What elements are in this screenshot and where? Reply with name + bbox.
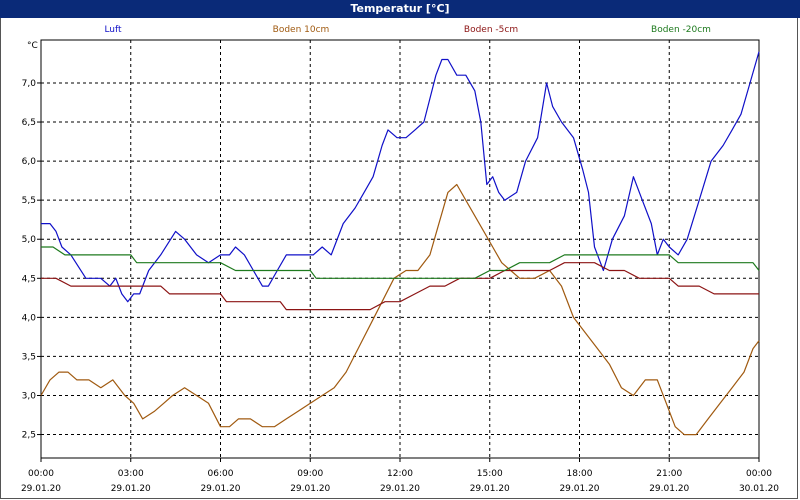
series-line — [40, 183, 760, 436]
series-line — [41, 246, 760, 279]
legend-entry: Boden 10cm — [273, 25, 330, 35]
y-tick-label: 7,0 — [22, 79, 37, 89]
x-tick-date-label: 29.01.20 — [200, 484, 240, 494]
x-tick-time-label: 21:00 — [656, 469, 682, 479]
series-lines — [40, 51, 760, 436]
x-tick-time-label: 09:00 — [297, 469, 323, 479]
y-tick-label: 5,0 — [22, 235, 37, 245]
legend-entry: Boden -20cm — [651, 25, 711, 35]
x-tick-date-label: 29.01.20 — [559, 484, 599, 494]
axes — [37, 39, 760, 462]
legend: Luft Boden 10cm Boden -5cm Boden -20cm — [104, 25, 711, 35]
x-tick-date-label: 29.01.20 — [111, 484, 151, 494]
x-tick-time-label: 18:00 — [567, 469, 593, 479]
x-tick-date-label: 29.01.20 — [649, 484, 689, 494]
series-line — [41, 262, 759, 311]
y-tick-label: 4,5 — [22, 274, 36, 284]
y-tick-label: 4,0 — [22, 313, 37, 323]
y-tick-label: 6,0 — [22, 157, 37, 167]
y-tick-label: 3,5 — [22, 352, 36, 362]
y-tick-label: 2,5 — [22, 431, 36, 441]
x-tick-date-label: 29.01.20 — [21, 484, 61, 494]
temperature-chart: °C Luft Boden 10cm Boden -5cm Boden -20cm 2… — [21, 25, 779, 494]
x-tick-labels: 00:00 29.01.20 03:00 29.01.20 06:00 29.01.20 0… — [21, 469, 779, 494]
x-tick-date-label: 30.01.20 — [739, 484, 779, 494]
x-tick-time-label: 00:00 — [746, 469, 772, 479]
x-tick-date-label: 29.01.20 — [290, 484, 330, 494]
y-tick-label: 6,5 — [22, 118, 36, 128]
chart-frame: °C Luft Boden 10cm Boden -5cm Boden -20cm 2… — [0, 18, 798, 499]
chart-title: Temperatur [°C] — [0, 0, 800, 18]
x-tick-time-label: 06:00 — [208, 469, 234, 479]
x-tick-date-label: 29.01.20 — [470, 484, 510, 494]
y-tick-labels: 2,5 3,0 3,5 4,0 4,5 5,0 5,5 6,0 6,5 7,0 — [22, 79, 37, 441]
y-tick-label: 5,5 — [22, 196, 36, 206]
x-tick-time-label: 00:00 — [28, 469, 54, 479]
x-tick-time-label: 03:00 — [118, 469, 144, 479]
legend-entry: Luft — [104, 25, 122, 35]
x-tick-time-label: 12:00 — [387, 469, 413, 479]
x-tick-time-label: 15:00 — [477, 469, 503, 479]
y-tick-label: 3,0 — [22, 391, 37, 401]
legend-entry: Boden -5cm — [464, 25, 518, 35]
x-tick-date-label: 29.01.20 — [380, 484, 420, 494]
grid — [41, 40, 759, 458]
y-axis-unit: °C — [27, 41, 38, 51]
